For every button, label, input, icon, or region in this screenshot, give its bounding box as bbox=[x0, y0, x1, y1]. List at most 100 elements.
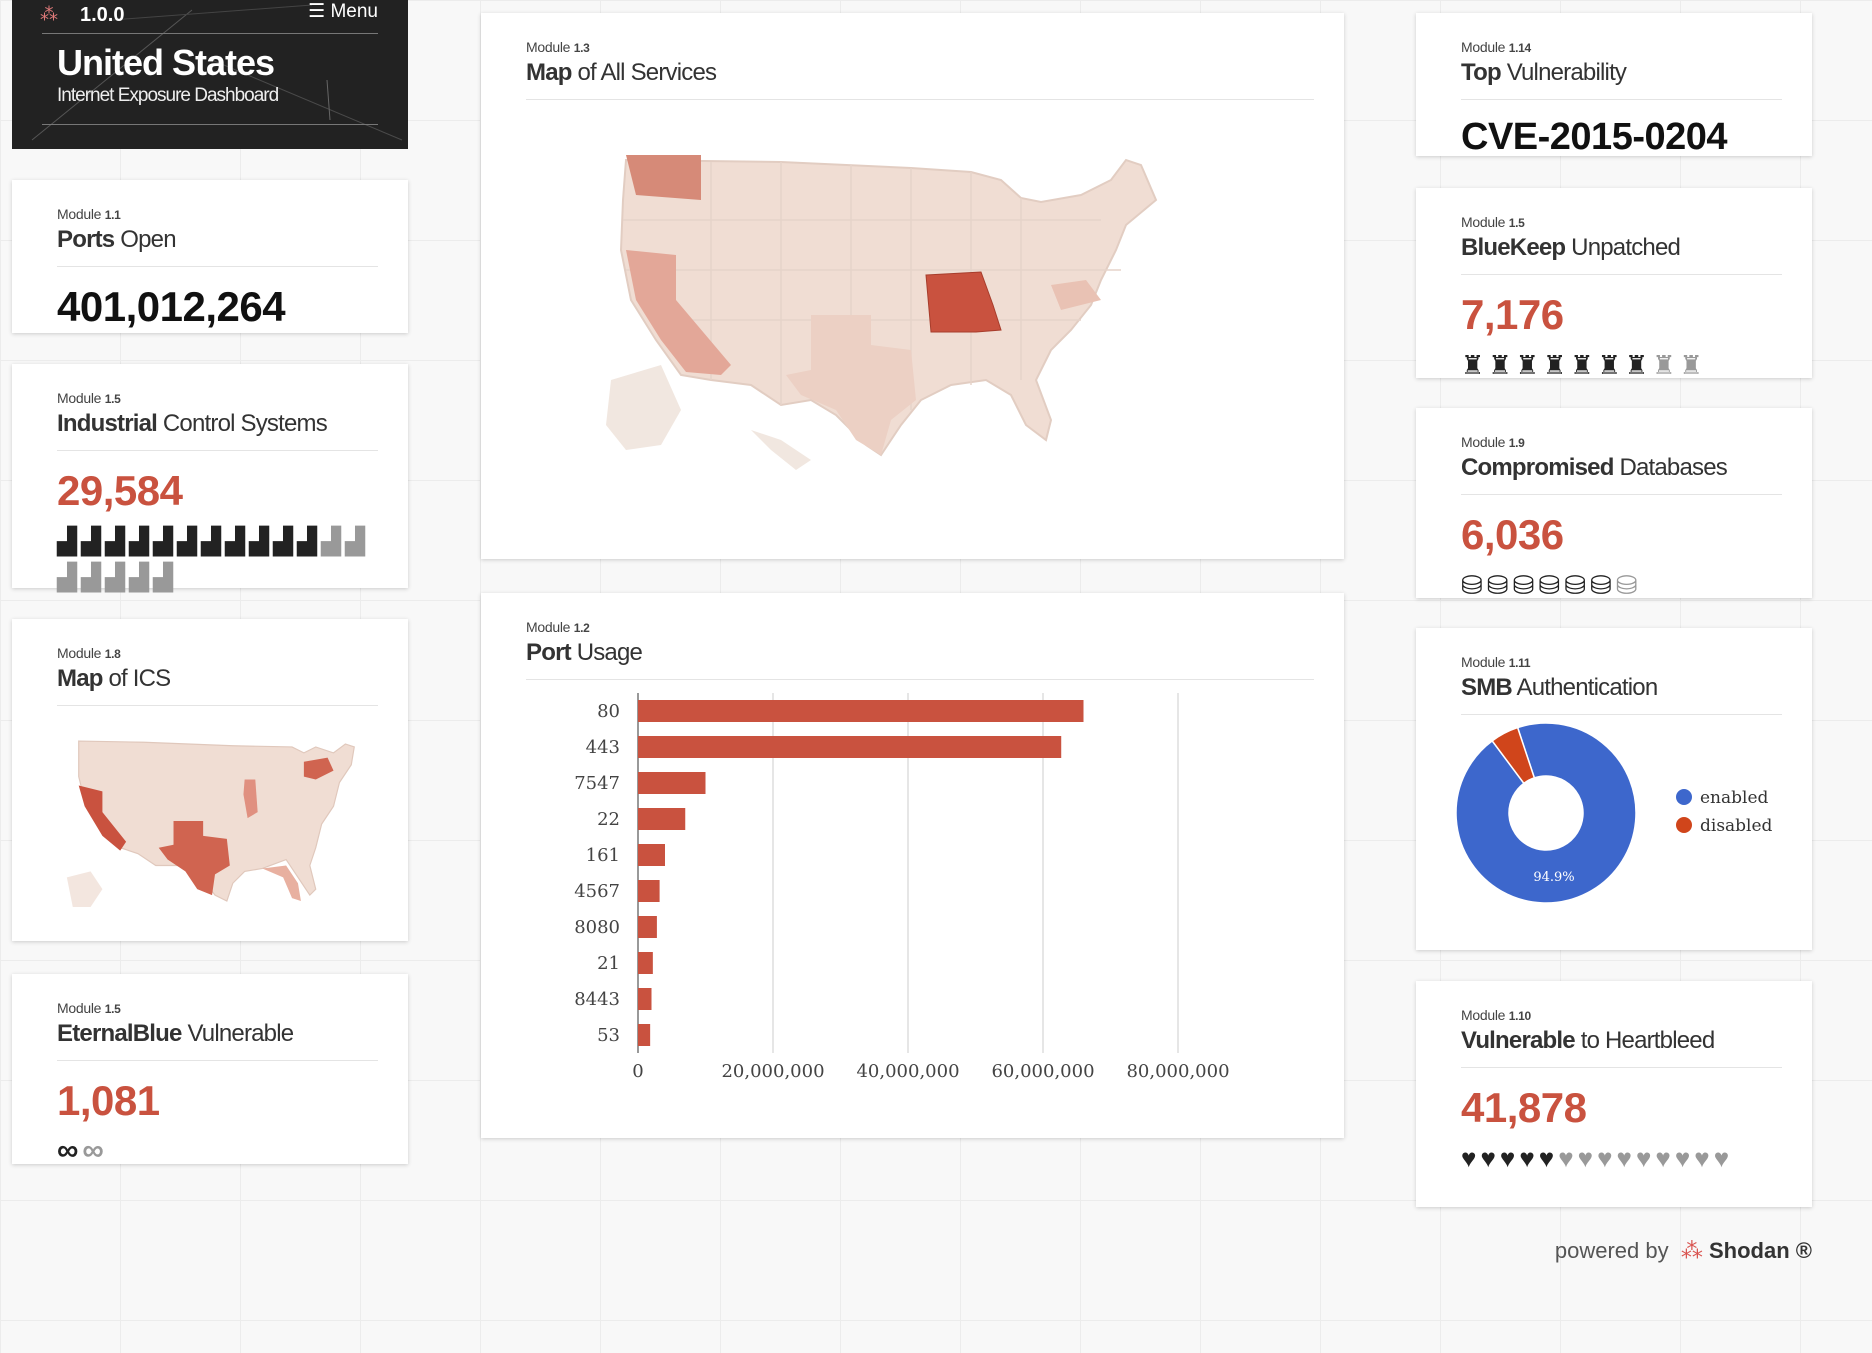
card-title: BlueKeep Unpatched bbox=[1461, 234, 1782, 275]
eternalblue-card: Module 1.5 EternalBlue Vulnerable 1,081 … bbox=[12, 974, 408, 1167]
y-tick-label: 443 bbox=[586, 737, 620, 758]
port-usage-card: Module 1.2 Port Usage 0 20,000,000 40,000,… bbox=[481, 593, 1344, 1138]
state-california bbox=[78, 785, 127, 851]
legend-label: enabled bbox=[1700, 788, 1769, 808]
x-tick-label: 40,000,000 bbox=[856, 1061, 959, 1082]
x-tick-label: 20,000,000 bbox=[721, 1061, 824, 1082]
y-tick-label: 8080 bbox=[574, 917, 620, 938]
ics-card: Module 1.5 Industrial Control Systems 29… bbox=[12, 364, 408, 592]
rook-icon: ♜ bbox=[1515, 350, 1539, 380]
rook-icon: ♜ bbox=[1461, 350, 1485, 380]
heart-icon: ♥ bbox=[1480, 1143, 1496, 1173]
bar-port-8443[interactable] bbox=[638, 988, 652, 1010]
factory-icon: ▟ bbox=[105, 526, 125, 556]
module-label: Module 1.1 bbox=[57, 206, 121, 222]
shodan-brand: Shodan bbox=[1708, 1238, 1790, 1263]
y-tick-label: 4567 bbox=[574, 881, 620, 902]
ports-open-value: 401,012,264 bbox=[57, 283, 286, 330]
module-label: Module 1.5 bbox=[1461, 214, 1525, 230]
bar-port-443[interactable] bbox=[638, 736, 1062, 758]
alaska-shape bbox=[66, 871, 103, 907]
module-label: Module 1.14 bbox=[1461, 39, 1531, 55]
legend-label: disabled bbox=[1700, 816, 1773, 836]
smb-donut-chart: 94.9% bbox=[1456, 723, 1637, 904]
module-label: Module 1.2 bbox=[526, 619, 590, 635]
factory-icon: ▟ bbox=[57, 526, 77, 556]
database-icon-row: ⛁ ⛁ ⛁ ⛁ ⛁ ⛁ ⛁ bbox=[1461, 567, 1781, 603]
compromised-databases-card: Module 1.9 Compromised Databases 6,036 ⛁… bbox=[1416, 408, 1812, 600]
state-texas bbox=[786, 315, 916, 455]
state-missouri bbox=[925, 271, 1002, 333]
powered-by-footer[interactable]: powered by ⁂ Shodan ® bbox=[1555, 1238, 1812, 1264]
bar-port-53[interactable] bbox=[638, 1024, 651, 1046]
y-tick-label: 80 bbox=[597, 701, 620, 722]
bar-port-22[interactable] bbox=[638, 808, 686, 830]
rook-icon: ♜ bbox=[1570, 350, 1594, 380]
factory-icon: ▟ bbox=[345, 526, 365, 556]
menu-label: Menu bbox=[330, 1, 378, 22]
map-all-services-card: Module 1.3 Map of All Services bbox=[481, 13, 1344, 559]
heart-icon: ♥ bbox=[1655, 1143, 1671, 1173]
shodan-logo-icon[interactable]: ⁂ bbox=[40, 4, 58, 24]
module-label: Module 1.11 bbox=[1461, 654, 1531, 670]
dashboard-header: ⁂ 1.0.0 ☰ Menu United States Internet Ex… bbox=[12, 0, 408, 149]
rook-icon: ♜ bbox=[1488, 350, 1512, 380]
card-title: Map of All Services bbox=[526, 59, 1314, 100]
map-ics-card: Module 1.8 Map of ICS bbox=[12, 619, 408, 941]
bar-port-4567[interactable] bbox=[638, 880, 660, 902]
y-tick-label: 7547 bbox=[574, 773, 620, 794]
bar-port-8080[interactable] bbox=[638, 916, 657, 938]
factory-icon: ▟ bbox=[153, 562, 173, 592]
factory-icon: ▟ bbox=[177, 526, 197, 556]
rook-icon: ♜ bbox=[1597, 350, 1621, 380]
infinity-icon: ∞ bbox=[82, 1134, 104, 1167]
bar-port-161[interactable] bbox=[638, 844, 665, 866]
infinity-icon: ∞ bbox=[57, 1134, 79, 1167]
card-title: Compromised Databases bbox=[1461, 454, 1782, 495]
slice-percent-label: 94.9% bbox=[1533, 870, 1574, 885]
rook-icon: ♜ bbox=[1542, 350, 1567, 380]
slice-disabled[interactable] bbox=[1491, 726, 1536, 785]
us-map-all-services bbox=[606, 155, 1158, 470]
heart-icon: ♥ bbox=[1713, 1143, 1730, 1173]
bar-port-21[interactable] bbox=[638, 952, 653, 974]
heart-icon: ♥ bbox=[1635, 1143, 1652, 1173]
header-divider-bottom bbox=[42, 124, 378, 125]
ports-open-card: Module 1.1 Ports Open 401,012,264 bbox=[12, 180, 408, 333]
module-label: Module 1.5 bbox=[57, 1000, 121, 1016]
heart-icon: ♥ bbox=[1577, 1143, 1594, 1173]
state-washington bbox=[626, 155, 701, 200]
us-map-ics bbox=[66, 740, 355, 907]
slice-enabled[interactable] bbox=[1456, 723, 1637, 904]
rook-icon: ♜ bbox=[1624, 350, 1649, 380]
alaska-shape bbox=[606, 365, 681, 450]
version-label: 1.0.0 bbox=[80, 4, 125, 26]
menu-button[interactable]: ☰ Menu bbox=[308, 0, 378, 23]
card-title: Vulnerable to Heartbleed bbox=[1461, 1027, 1782, 1068]
bar-port-7547[interactable] bbox=[638, 772, 706, 794]
rook-icon: ♜ bbox=[1652, 350, 1676, 380]
card-title: Industrial Control Systems bbox=[57, 410, 378, 451]
powered-by-text: powered by bbox=[1554, 1238, 1669, 1263]
port-usage-bar-chart: 0 20,000,000 40,000,000 60,000,000 80,000,00… bbox=[574, 693, 1230, 1082]
heartbleed-card: Module 1.10 Vulnerable to Heartbleed 41,… bbox=[1416, 981, 1812, 1207]
factory-icon: ▟ bbox=[57, 562, 77, 592]
header-divider-top bbox=[42, 33, 378, 34]
y-tick-label: 21 bbox=[597, 953, 620, 974]
heart-icon: ♥ bbox=[1461, 1143, 1477, 1173]
factory-icon: ▟ bbox=[129, 562, 149, 592]
database-icon: ⛁ bbox=[1486, 570, 1509, 600]
state-virginia bbox=[1051, 280, 1101, 310]
factory-icon-row: ▟ ▟ ▟ ▟ ▟ ▟ ▟ ▟ ▟ ▟ ▟ ▟ ▟▟ ▟ ▟ ▟ ▟ bbox=[57, 523, 377, 595]
heart-icon: ♥ bbox=[1616, 1143, 1632, 1173]
ics-value: 29,584 bbox=[57, 467, 183, 514]
x-tick-label: 80,000,000 bbox=[1126, 1061, 1229, 1082]
rook-icon-row: ♜ ♜ ♜ ♜ ♜ ♜ ♜ ♜ ♜ bbox=[1461, 347, 1781, 383]
bar-port-80[interactable] bbox=[638, 700, 1084, 722]
hamburger-icon: ☰ bbox=[308, 1, 326, 22]
smb-authentication-card: Module 1.11 SMB Authentication 94.9% ena… bbox=[1416, 628, 1812, 950]
x-tick-label: 0 bbox=[632, 1061, 643, 1082]
header-decor-lines bbox=[31, 4, 403, 141]
state-california bbox=[626, 250, 731, 375]
state-illinois bbox=[243, 779, 258, 819]
